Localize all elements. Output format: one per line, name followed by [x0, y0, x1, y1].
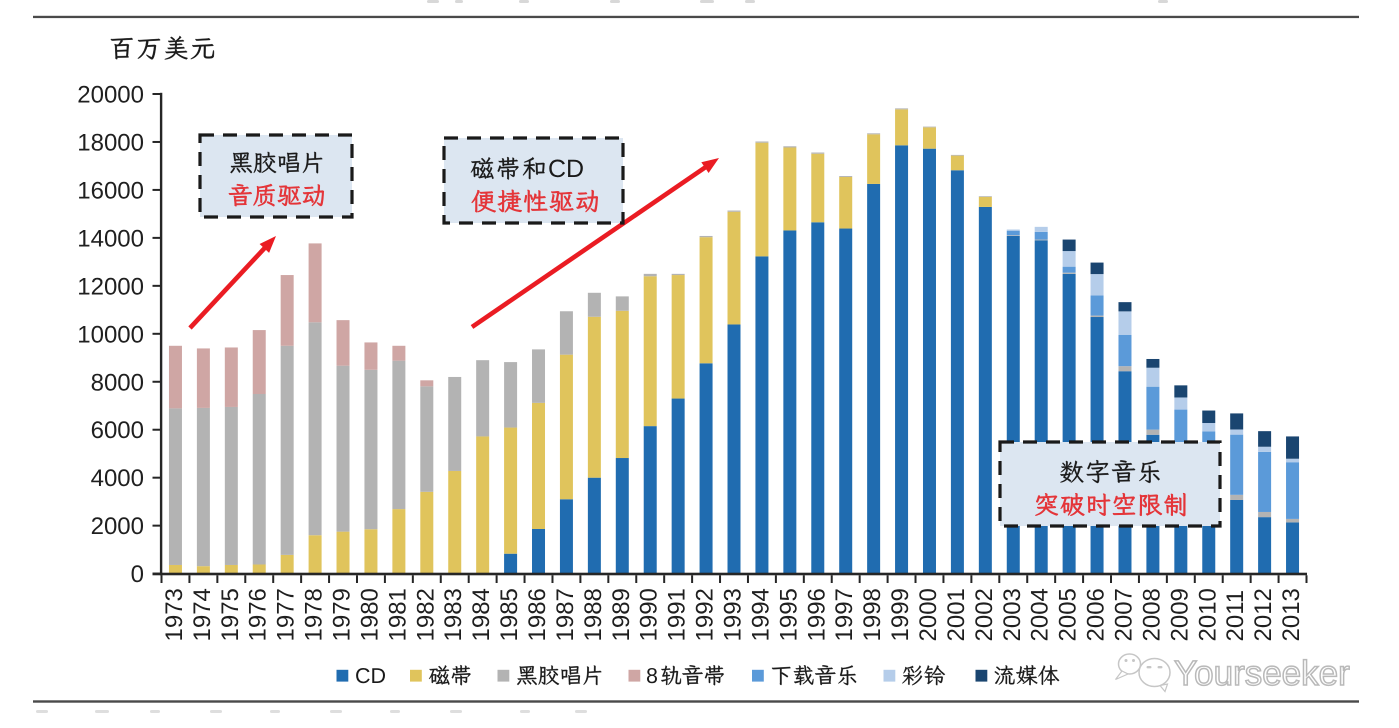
svg-text:1976: 1976: [245, 588, 272, 641]
svg-text:18000: 18000: [77, 130, 144, 157]
svg-text:1980: 1980: [357, 588, 384, 641]
svg-text:1985: 1985: [496, 588, 523, 641]
svg-text:CD: CD: [355, 664, 386, 688]
svg-text:1995: 1995: [775, 588, 802, 641]
svg-text:2002: 2002: [971, 588, 998, 641]
svg-text:CD: CD: [548, 155, 584, 183]
svg-text:2012: 2012: [1250, 588, 1277, 641]
svg-text:2008: 2008: [1138, 588, 1165, 641]
svg-text:2005: 2005: [1055, 588, 1082, 641]
svg-text:1981: 1981: [384, 588, 411, 641]
svg-text:10000: 10000: [77, 321, 144, 348]
svg-text:1975: 1975: [217, 588, 244, 641]
svg-text:2001: 2001: [943, 588, 970, 641]
svg-text:1997: 1997: [831, 588, 858, 641]
svg-text:1996: 1996: [803, 588, 830, 641]
svg-text:6000: 6000: [91, 417, 144, 444]
svg-text:20000: 20000: [77, 82, 144, 109]
svg-text:2009: 2009: [1166, 588, 1193, 641]
svg-text:1990: 1990: [636, 588, 663, 641]
svg-text:16000: 16000: [77, 177, 144, 204]
svg-text:1987: 1987: [552, 588, 579, 641]
svg-text:2007: 2007: [1111, 588, 1138, 641]
svg-text:1989: 1989: [608, 588, 635, 641]
svg-text:0: 0: [131, 561, 144, 588]
svg-text:12000: 12000: [77, 273, 144, 300]
svg-text:Yourseeker: Yourseeker: [1174, 654, 1350, 693]
svg-text:8: 8: [646, 664, 658, 688]
svg-text:2006: 2006: [1083, 588, 1110, 641]
svg-text:1988: 1988: [580, 588, 607, 641]
svg-text:1982: 1982: [412, 588, 439, 641]
svg-text:2011: 2011: [1222, 590, 1249, 642]
svg-text:1999: 1999: [887, 588, 914, 641]
svg-text:1998: 1998: [859, 588, 886, 641]
svg-text:1992: 1992: [692, 588, 719, 641]
svg-text:1993: 1993: [720, 588, 747, 641]
svg-text:1978: 1978: [301, 588, 328, 641]
svg-text:1974: 1974: [189, 588, 216, 641]
svg-text:8000: 8000: [91, 369, 144, 396]
svg-text:1984: 1984: [468, 588, 495, 641]
svg-text:14000: 14000: [77, 225, 144, 252]
svg-text:4000: 4000: [91, 465, 144, 492]
svg-text:2003: 2003: [999, 588, 1026, 641]
svg-text:2000: 2000: [91, 513, 144, 540]
svg-text:1983: 1983: [440, 588, 467, 641]
svg-text:2000: 2000: [915, 588, 942, 641]
svg-text:1986: 1986: [524, 588, 551, 641]
svg-text:1979: 1979: [329, 588, 356, 641]
svg-text:2004: 2004: [1027, 588, 1054, 641]
svg-text:1977: 1977: [273, 588, 300, 641]
svg-text:2013: 2013: [1278, 588, 1305, 641]
svg-text:1991: 1991: [664, 588, 691, 641]
svg-text:1973: 1973: [161, 588, 188, 641]
svg-text:2010: 2010: [1194, 588, 1221, 641]
svg-text:1994: 1994: [747, 588, 774, 641]
